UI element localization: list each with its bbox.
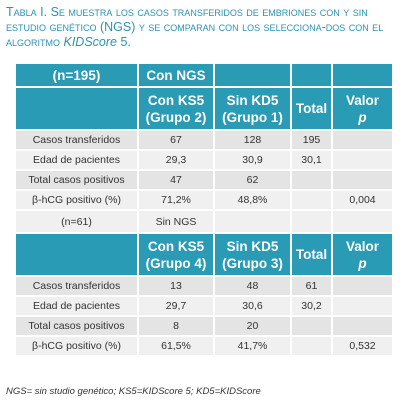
- caption-text: Se muestra los casos transferidos de emb…: [6, 5, 384, 49]
- table-cell: [290, 169, 333, 191]
- table-cell: [331, 295, 394, 317]
- table-cell: [14, 232, 139, 277]
- table-cell: [331, 169, 394, 191]
- table-cell: 47: [137, 169, 215, 191]
- table-cell: Casos transferidos: [14, 129, 139, 151]
- table-cell: Total: [290, 86, 333, 131]
- table-cell: [331, 149, 394, 171]
- table-cell: Valor p: [331, 232, 394, 277]
- caption-end: 5.: [120, 35, 131, 49]
- table-cell: Valor p: [331, 86, 394, 131]
- table-cell: β-hCG positivo (%): [14, 335, 139, 357]
- table-cell: 48,8%: [213, 189, 292, 211]
- table-cell: β-hCG positivo (%): [14, 189, 139, 211]
- table-cell: 30,2: [290, 295, 333, 317]
- table-cell: 62: [213, 169, 292, 191]
- table-cell: [290, 335, 333, 357]
- table-cell: 30,1: [290, 149, 333, 171]
- table-cell: [331, 62, 394, 88]
- table-cell: [290, 189, 333, 211]
- cell-line: Valor: [345, 238, 380, 254]
- table-cell: 195: [290, 129, 333, 151]
- table-cell: 8: [137, 315, 215, 337]
- table-row: Total casos positivos 47 62: [14, 169, 394, 191]
- table-row: Edad de pacientes 29,7 30,6 30,2: [14, 295, 394, 317]
- table-row: Con KS5 (Grupo 4) Sin KD5 (Grupo 3) Total Val…: [14, 232, 394, 277]
- table-cell: Sin KD5 (Grupo 3): [213, 232, 292, 277]
- table-row: Casos transferidos 13 48 61: [14, 275, 394, 297]
- table-row: Casos transferidos 67 128 195: [14, 129, 394, 151]
- table-cell: [213, 62, 292, 88]
- table-cell: 20: [213, 315, 292, 337]
- caption: Tabla I. Se muestra los casos transferid…: [6, 5, 402, 50]
- table-cell: 41,7%: [213, 335, 292, 357]
- cell-line: Sin KD5: [226, 92, 279, 108]
- table-cell: [290, 62, 333, 88]
- cell-line: Valor: [345, 92, 380, 108]
- table-cell: Total: [290, 232, 333, 277]
- cell-line: p: [358, 109, 367, 125]
- table-cell: Edad de pacientes: [14, 295, 139, 317]
- table-cell: (n=61): [14, 209, 139, 234]
- cell-line: Sin KD5: [226, 238, 279, 254]
- table-cell: 29,3: [137, 149, 215, 171]
- table-cell: 30,9: [213, 149, 292, 171]
- table-row: Edad de pacientes 29,3 30,9 30,1: [14, 149, 394, 171]
- table-cell: Total casos positivos: [14, 169, 139, 191]
- table-cell: 48: [213, 275, 292, 297]
- cell-line: (Grupo 1): [222, 109, 283, 125]
- table-cell: 13: [137, 275, 215, 297]
- table-cell: [331, 129, 394, 151]
- table-cell: 61: [290, 275, 333, 297]
- table-cell: 30,6: [213, 295, 292, 317]
- cell-line: (Grupo 4): [145, 255, 207, 271]
- table-cell: 67: [137, 129, 215, 151]
- cell-line: (Grupo 2): [145, 109, 207, 125]
- table-cell: [331, 209, 394, 234]
- table-cell: Con KS5 (Grupo 4): [137, 232, 215, 277]
- table-cell: [213, 209, 292, 234]
- table-cell: Edad de pacientes: [14, 149, 139, 171]
- table-cell: [290, 209, 333, 234]
- cell-line: (Grupo 3): [222, 255, 283, 271]
- caption-italic: KIDScore: [63, 35, 118, 49]
- cell-line: Con KS5: [147, 238, 205, 254]
- footnote: NGS= sin studio genético; KS5=KIDScore 5…: [6, 386, 261, 397]
- table-row: β-hCG positivo (%) 71,2% 48,8% 0,004: [14, 189, 394, 211]
- caption-label: Tabla I.: [6, 5, 48, 19]
- table-cell: 29,7: [137, 295, 215, 317]
- cell-line: Con KS5: [147, 92, 205, 108]
- table-cell: Sin KD5 (Grupo 1): [213, 86, 292, 131]
- table-cell: [331, 275, 394, 297]
- table: (n=195) Con NGS Con KS5 (Grupo 2) Sin KD5 (Gr…: [14, 62, 394, 357]
- table-cell: [14, 86, 139, 131]
- table-cell: Total casos positivos: [14, 315, 139, 337]
- table-cell: 128: [213, 129, 292, 151]
- table-cell: 0,004: [331, 189, 394, 211]
- table-cell: [290, 315, 333, 337]
- table-row: (n=61) Sin NGS: [14, 209, 394, 234]
- table-cell: 0,532: [331, 335, 394, 357]
- table-row: Con KS5 (Grupo 2) Sin KD5 (Grupo 1) Total Val…: [14, 86, 394, 131]
- table-row: Total casos positivos 8 20: [14, 315, 394, 337]
- table-row: (n=195) Con NGS: [14, 62, 394, 88]
- table-cell: Con NGS: [137, 62, 215, 88]
- table-cell: 71,2%: [137, 189, 215, 211]
- table-cell: Sin NGS: [137, 209, 215, 234]
- table-cell: Casos transferidos: [14, 275, 139, 297]
- cell-line: p: [358, 255, 367, 271]
- table-cell: (n=195): [14, 62, 139, 88]
- table-cell: 61,5%: [137, 335, 215, 357]
- table-cell: [331, 315, 394, 337]
- table-row: β-hCG positivo (%) 61,5% 41,7% 0,532: [14, 335, 394, 357]
- table-cell: Con KS5 (Grupo 2): [137, 86, 215, 131]
